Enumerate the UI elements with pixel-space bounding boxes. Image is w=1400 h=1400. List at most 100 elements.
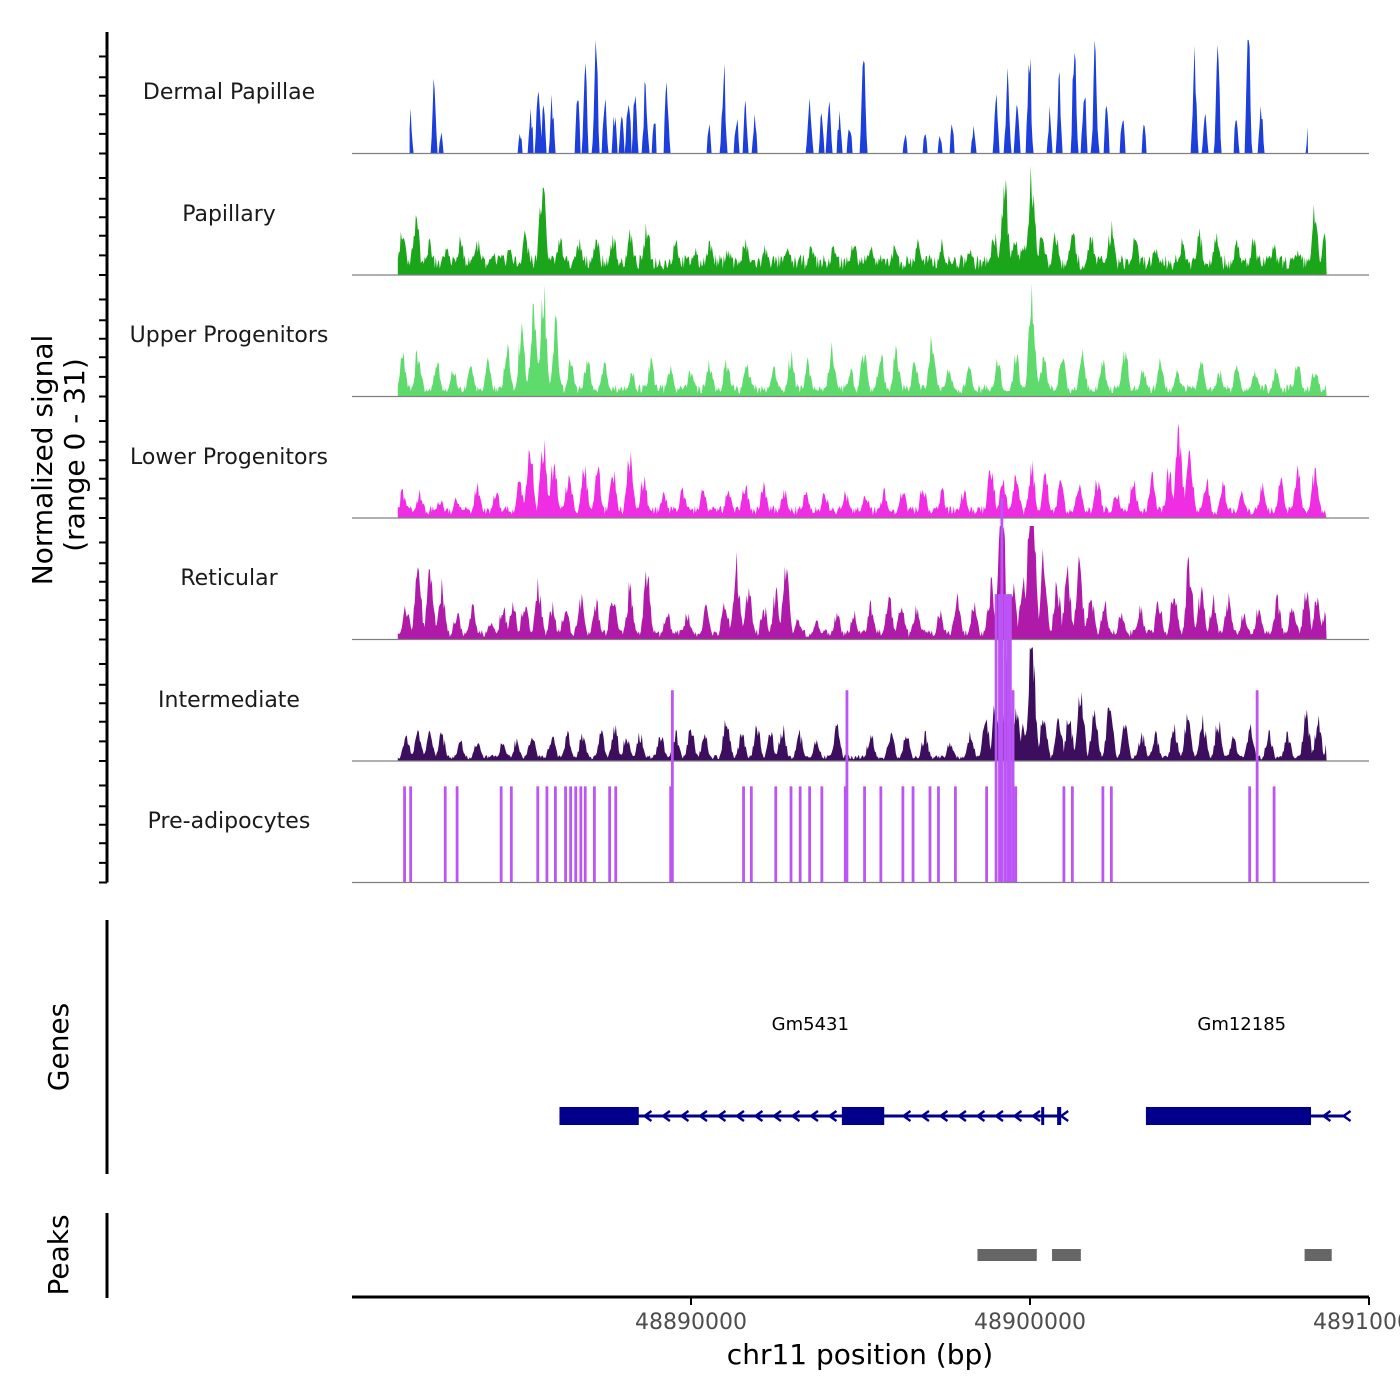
coverage-spike (1006, 594, 1010, 883)
strand-arrow (1012, 1110, 1023, 1122)
coverage-spike (509, 786, 513, 883)
track-label: Papillary (182, 202, 276, 227)
coverage-spike (1248, 786, 1252, 883)
strand-arrow (790, 1110, 801, 1122)
coverage-track (352, 283, 1369, 398)
gene-exon (559, 1107, 639, 1125)
coverage-spike (608, 786, 612, 883)
coverage-spike (583, 786, 587, 883)
peak-region (1052, 1249, 1081, 1261)
strand-arrow (679, 1110, 690, 1122)
strand-arrow (808, 1110, 819, 1122)
coverage-spike (443, 786, 447, 883)
coverage-spike (614, 786, 618, 883)
strand-arrow (697, 1110, 708, 1122)
x-tick-label: 48890000 (635, 1310, 747, 1335)
track-label: Dermal Papillae (143, 80, 315, 105)
track-label: Pre-adipocytes (148, 809, 311, 834)
coverage-spike (863, 786, 866, 883)
coverage-spike (1003, 594, 1007, 883)
coverage-spike (1101, 786, 1105, 883)
coverage-spike (998, 594, 1001, 883)
x-axis-ticks: 48890000 48900000 48910000 (635, 1297, 1400, 1335)
x-tick-label: 48900000 (974, 1310, 1086, 1335)
track-label: Reticular (180, 566, 278, 591)
coverage-spike (545, 786, 549, 883)
coverage-tracks (352, 40, 1369, 884)
strand-arrow (938, 1110, 949, 1122)
coverage-spike (1062, 786, 1066, 883)
coverage-spike (579, 786, 583, 883)
peak-region (977, 1249, 1037, 1261)
gene-track: Gm5431 Gm12185 (559, 1014, 1352, 1125)
signal-axis-title-line1: Normalized signal (26, 335, 59, 586)
coverage-spike (1011, 690, 1015, 883)
signal-axis-title-line2: (range 0 - 31) (58, 358, 91, 552)
coverage-track (352, 526, 1369, 641)
coverage-spike (911, 786, 915, 883)
gene-exon (1145, 1107, 1312, 1125)
strand-arrow (771, 1110, 782, 1122)
track-labels: Dermal Papillae Papillary Upper Progenit… (130, 80, 329, 834)
coverage-spike (536, 786, 540, 883)
coverage-spike (569, 786, 573, 883)
coverage-spike (592, 786, 596, 883)
track-label: Upper Progenitors (130, 323, 329, 348)
strand-arrow (827, 1110, 838, 1122)
coverage-spike (774, 786, 778, 883)
coverage-area (397, 647, 1327, 761)
strand-arrow (1030, 1110, 1041, 1122)
gene-model: Gm5431 (559, 1014, 1069, 1125)
coverage-track (352, 165, 1369, 276)
x-tick-label: 48910000 (1313, 1310, 1400, 1335)
coverage-spike (789, 786, 793, 883)
coverage-spike (985, 786, 989, 883)
coverage-area (397, 526, 1327, 640)
coverage-spike (798, 786, 802, 883)
coverage-spike (742, 786, 745, 883)
strand-arrow (642, 1110, 653, 1122)
coverage-spike (669, 786, 673, 883)
coverage-spike (554, 786, 557, 883)
coverage-spike (670, 690, 674, 883)
coverage-spike (820, 786, 824, 883)
peak-track (977, 1249, 1332, 1261)
coverage-spike (403, 786, 406, 883)
strand-arrow (660, 1110, 671, 1122)
coverage-spike (1008, 594, 1012, 883)
coverage-spike (994, 594, 998, 883)
coverage-area (397, 165, 1327, 275)
coverage-spike (455, 786, 459, 883)
gene-model: Gm12185 (1145, 1014, 1352, 1125)
coverage-spike (409, 786, 413, 883)
gene-exon (1057, 1107, 1062, 1125)
coverage-spike (574, 786, 578, 883)
coverage-track (352, 423, 1369, 519)
coverage-spike (928, 786, 932, 883)
coverage-spike (564, 786, 567, 883)
signal-axis (99, 32, 109, 884)
strand-arrow (919, 1110, 930, 1122)
strand-arrow (734, 1110, 745, 1122)
track-label: Lower Progenitors (130, 445, 328, 470)
coverage-spike (1109, 786, 1113, 883)
coverage-spike (1000, 498, 1004, 883)
gene-exon (1041, 1107, 1045, 1125)
coverage-area (409, 40, 1309, 154)
coverage-spike (845, 690, 849, 883)
gene-label: Gm12185 (1197, 1014, 1286, 1035)
coverage-spike (1014, 786, 1018, 883)
coverage-track (352, 498, 1369, 884)
coverage-spike (879, 786, 883, 883)
strand-arrow (1341, 1110, 1352, 1122)
coverage-spike (808, 786, 812, 883)
coverage-area (397, 283, 1327, 397)
gene-exon (841, 1107, 885, 1125)
coverage-spike (937, 786, 940, 883)
strand-arrow (993, 1110, 1004, 1122)
strand-arrow (975, 1110, 986, 1122)
gene-label: Gm5431 (772, 1014, 849, 1035)
coverage-spike (1070, 786, 1074, 883)
coverage-spike (1255, 690, 1259, 883)
strand-arrow (956, 1110, 967, 1122)
